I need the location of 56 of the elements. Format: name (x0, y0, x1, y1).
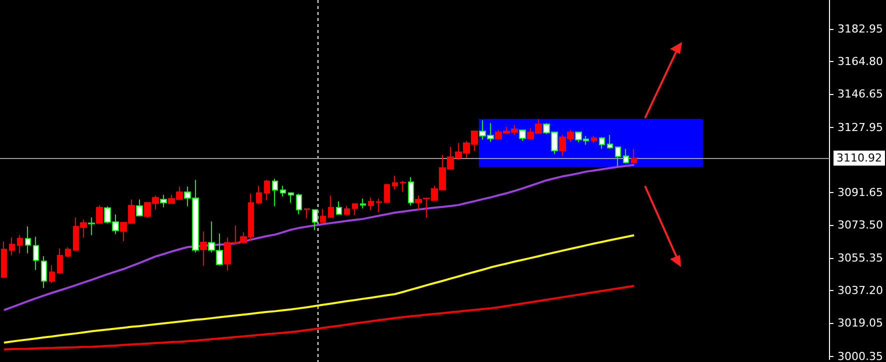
candlestick (384, 183, 390, 204)
candlestick (41, 256, 47, 289)
candlestick (519, 129, 526, 142)
candlestick (1, 240, 7, 278)
candlestick (9, 236, 15, 256)
candlestick (376, 198, 382, 213)
line-series (2, 164, 636, 312)
y-tick-label: 3127.95 (838, 121, 884, 134)
candlestick (344, 205, 350, 216)
candlestick (615, 146, 621, 167)
candlestick (336, 200, 342, 216)
candlestick (280, 185, 286, 197)
candlestick (288, 192, 294, 204)
candlestick (631, 148, 637, 164)
candlestick (623, 148, 629, 164)
y-tick-label: 3182.95 (838, 22, 884, 36)
candlestick (312, 208, 318, 231)
candlestick (272, 178, 278, 207)
y-tick-label: 3000.35 (838, 350, 884, 362)
y-tick-label: 3164.80 (838, 54, 884, 68)
candlestick (25, 226, 31, 254)
candlestick (415, 195, 422, 211)
y-tick-label: 3037.20 (838, 284, 884, 297)
line-series (2, 234, 636, 344)
candlestick (360, 198, 366, 209)
y-tick-label: 3073.50 (838, 218, 884, 232)
candlestick (264, 179, 270, 201)
candlestick (400, 180, 406, 192)
y-tick-label: 3091.65 (838, 186, 884, 200)
candlestick (33, 236, 39, 270)
candlestick (607, 134, 613, 150)
y-tick-label: 3055.35 (838, 251, 884, 264)
y-tick-label: 3019.05 (838, 316, 884, 330)
candlestick (591, 136, 597, 144)
candlestick (96, 204, 103, 224)
candlestick (368, 197, 374, 211)
candlestick (49, 264, 55, 284)
y-tick-label: 3146.65 (838, 87, 884, 100)
candlestick (408, 176, 414, 206)
candlestick (392, 175, 398, 190)
candlestick (599, 136, 605, 150)
candlestick (136, 199, 143, 217)
candlestick (160, 194, 167, 208)
candlestick (352, 202, 358, 216)
candlestick (304, 208, 310, 219)
candlestick (328, 195, 334, 218)
candlestick (320, 208, 326, 224)
candlestick (256, 185, 262, 205)
line-series (2, 284, 636, 350)
candlestick (17, 234, 23, 254)
candlestick (88, 217, 95, 236)
candlestick (200, 230, 207, 266)
candlestick (296, 193, 302, 215)
candlestick (57, 248, 63, 275)
candlestick (65, 246, 71, 258)
ref-line-label: 3110.92 (836, 152, 882, 165)
